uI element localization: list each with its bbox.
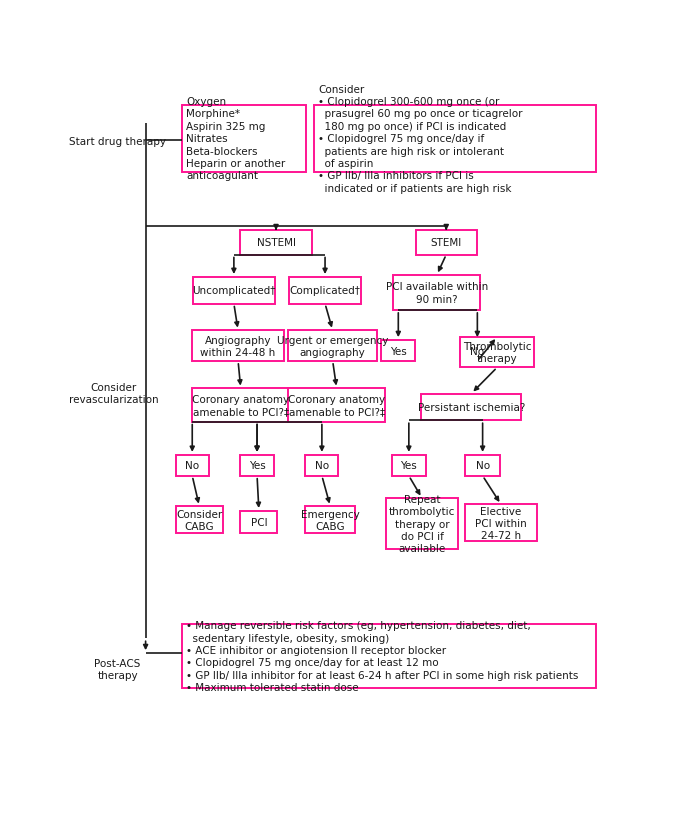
Text: PCI available within
90 min?: PCI available within 90 min? [386,282,488,304]
Text: Oxygen
Morphine*
Aspirin 325 mg
Nitrates
Beta-blockers
Heparin or another
antico: Oxygen Morphine* Aspirin 325 mg Nitrates… [186,97,286,181]
FancyBboxPatch shape [175,507,223,533]
Text: Consider
CABG: Consider CABG [176,509,222,531]
Text: No: No [475,461,490,471]
Text: Persistant ischemia?: Persistant ischemia? [418,403,525,413]
FancyBboxPatch shape [416,231,477,256]
FancyBboxPatch shape [241,511,277,533]
FancyBboxPatch shape [305,455,339,476]
FancyBboxPatch shape [393,275,480,311]
FancyBboxPatch shape [421,394,522,421]
FancyBboxPatch shape [460,337,534,368]
FancyBboxPatch shape [192,331,284,361]
Text: Urgent or emergency
angiography: Urgent or emergency angiography [277,335,388,357]
FancyBboxPatch shape [241,231,311,256]
FancyBboxPatch shape [182,624,596,688]
Text: NSTEMI: NSTEMI [256,238,296,248]
FancyBboxPatch shape [466,455,500,476]
Text: Angiography
within 24-48 h: Angiography within 24-48 h [201,335,275,357]
Text: Start drug therapy: Start drug therapy [69,137,166,147]
FancyBboxPatch shape [460,341,494,361]
FancyBboxPatch shape [193,278,275,304]
FancyBboxPatch shape [305,507,356,533]
Text: Coronary anatomy
amenable to PCI?‡: Coronary anatomy amenable to PCI?‡ [192,394,289,417]
Text: No: No [471,346,484,356]
Text: Uncomplicated†: Uncomplicated† [192,286,275,296]
FancyBboxPatch shape [314,106,596,173]
FancyBboxPatch shape [466,504,537,542]
FancyBboxPatch shape [288,389,386,422]
FancyBboxPatch shape [290,278,360,304]
Text: Complicated†: Complicated† [290,286,360,296]
Text: Emergency
CABG: Emergency CABG [301,509,360,531]
Text: Consider
• Clopidogrel 300-600 mg once (or
  prasugrel 60 mg po once or ticagrel: Consider • Clopidogrel 300-600 mg once (… [318,84,522,194]
Text: PCI: PCI [251,518,267,528]
Text: Coronary anatomy
amenable to PCI?‡: Coronary anatomy amenable to PCI?‡ [288,394,385,417]
FancyBboxPatch shape [241,455,273,476]
Text: Yes: Yes [249,461,265,471]
Text: No: No [315,461,329,471]
FancyBboxPatch shape [288,331,377,361]
Text: Post-ACS
therapy: Post-ACS therapy [95,658,141,680]
Text: STEMI: STEMI [430,238,462,248]
FancyBboxPatch shape [182,106,307,173]
FancyBboxPatch shape [392,455,426,476]
Text: Yes: Yes [401,461,418,471]
Text: Consider
revascularization: Consider revascularization [69,383,159,404]
FancyBboxPatch shape [175,455,209,476]
Text: No: No [185,461,199,471]
Text: • Manage reversible risk factors (eg, hypertension, diabetes, diet,
  sedentary : • Manage reversible risk factors (eg, hy… [186,620,579,692]
Text: Yes: Yes [390,346,407,356]
FancyBboxPatch shape [381,341,415,361]
Text: Elective
PCI within
24-72 h: Elective PCI within 24-72 h [475,506,527,541]
FancyBboxPatch shape [386,499,458,549]
Text: Thrombolytic
therapy: Thrombolytic therapy [463,342,531,364]
FancyBboxPatch shape [192,389,290,422]
Text: Repeat
thrombolytic
therapy or
do PCI if
available: Repeat thrombolytic therapy or do PCI if… [389,495,455,554]
